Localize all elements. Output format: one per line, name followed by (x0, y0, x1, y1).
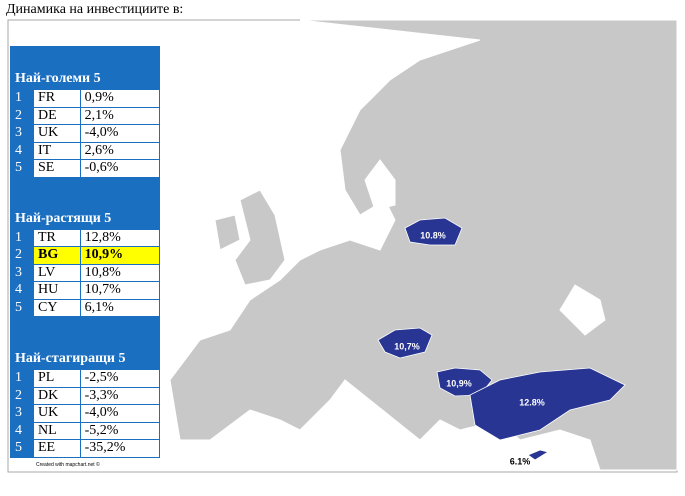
table-row: 3 LV 10,8% (10, 263, 161, 282)
value-cell: 2,1% (79, 106, 161, 125)
country-cell: DE (33, 106, 81, 125)
country-cell: DK (33, 386, 81, 405)
map-label: 6.1% (510, 456, 531, 466)
section-header: Най-големи 5 (10, 46, 160, 90)
value-cell: -2,5% (79, 369, 161, 388)
table-row: 3 UK -4,0% (10, 404, 161, 423)
value-cell: 0,9% (79, 89, 161, 108)
rank-cell: 1 (10, 228, 34, 247)
country-cell: SE (33, 159, 81, 178)
table-row: 2 BG 10,9% (10, 246, 161, 265)
value-cell: 2,6% (79, 141, 161, 160)
credit: Created with mapchart.net © (36, 461, 100, 468)
map-label: 10,7% (394, 341, 420, 351)
table-row: 4 IT 2,6% (10, 141, 161, 160)
country-cell: UK (33, 124, 81, 143)
rank-cell: 3 (10, 404, 34, 423)
value-cell: 10,7% (79, 281, 161, 300)
rank-cell: 1 (10, 369, 34, 388)
map-label: 10.8% (420, 230, 446, 240)
table-row: 4 HU 10,7% (10, 281, 161, 300)
country-cell: PL (33, 369, 81, 388)
value-cell: -0,6% (79, 159, 161, 178)
country-cell: IT (33, 141, 81, 160)
value-cell: -4,0% (79, 124, 161, 143)
section-header: Най-растящи 5 (10, 176, 160, 230)
section-header-row: Най-растящи 5 (10, 176, 160, 230)
rank-cell: 1 (10, 89, 34, 108)
rank-cell: 3 (10, 124, 34, 143)
rank-cell: 2 (10, 386, 34, 405)
country-cell: EE (33, 439, 81, 458)
country-cell: BG (33, 246, 81, 265)
rank-cell: 2 (10, 246, 34, 265)
table-row: 4 NL -5,2% (10, 421, 161, 440)
table-row: 1 TR 12,8% (10, 228, 161, 247)
value-cell: -3,3% (79, 386, 161, 405)
table-row: 1 FR 0,9% (10, 89, 161, 108)
value-cell: -5,2% (79, 421, 161, 440)
country-cell: UK (33, 404, 81, 423)
value-cell: -4,0% (79, 404, 161, 423)
table-row: 2 DK -3,3% (10, 386, 161, 405)
country-cell: LV (33, 263, 81, 282)
rank-cell: 5 (10, 159, 34, 178)
table-row: 2 DE 2,1% (10, 106, 161, 125)
country-cell: CY (33, 298, 81, 317)
title: Динамика на инвестициите в: (6, 2, 184, 17)
highlighted-countries (377, 217, 626, 461)
land (169, 19, 678, 471)
rank-cell: 4 (10, 141, 34, 160)
rank-cell: 3 (10, 263, 34, 282)
value-cell: 10,9% (79, 246, 161, 265)
ranking-table: Най-големи 5 1 FR 0,9% 2 DE 2,1% 3 UK -4,0% 4 IT 2,6… (10, 46, 161, 458)
table-row: 1 PL -2,5% (10, 369, 161, 388)
map-label: 10,9% (446, 378, 472, 388)
value-cell: 12,8% (79, 228, 161, 247)
section-header-row: Най-стагиращи 5 (10, 316, 160, 370)
rank-cell: 2 (10, 106, 34, 125)
table-row: 5 SE -0,6% (10, 159, 161, 178)
country-cell: HU (33, 281, 81, 300)
section-header: Най-стагиращи 5 (10, 316, 160, 370)
country-cell: NL (33, 421, 81, 440)
country-cell: FR (33, 89, 81, 108)
rank-cell: 5 (10, 439, 34, 458)
table-row: 5 CY 6,1% (10, 298, 161, 317)
rank-cell: 4 (10, 421, 34, 440)
rank-cell: 5 (10, 298, 34, 317)
value-cell: -35,2% (79, 439, 161, 458)
country-cell: TR (33, 228, 81, 247)
table-row: 5 EE -35,2% (10, 439, 161, 458)
section-header-row: Най-големи 5 (10, 46, 160, 90)
rank-cell: 4 (10, 281, 34, 300)
value-cell: 10,8% (79, 263, 161, 282)
value-cell: 6,1% (79, 298, 161, 317)
map-label: 12.8% (519, 397, 545, 407)
table-row: 3 UK -4,0% (10, 124, 161, 143)
